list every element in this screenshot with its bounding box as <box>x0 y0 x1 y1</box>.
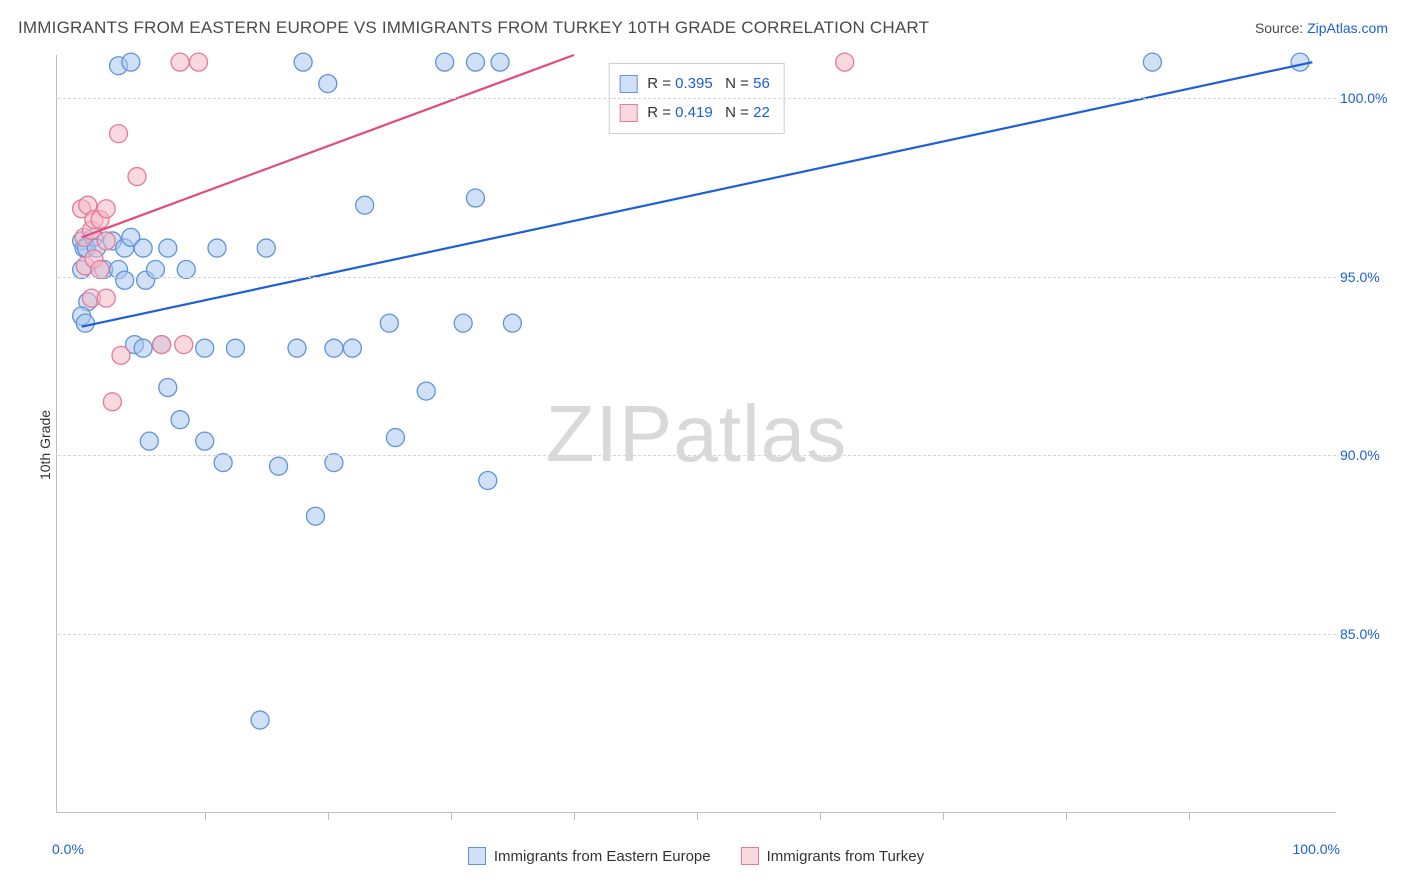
data-point-eastern_europe <box>417 382 435 400</box>
data-point-eastern_europe <box>140 432 158 450</box>
data-point-turkey <box>836 53 854 71</box>
stats-text: R = 0.419 N = 22 <box>647 99 770 128</box>
stats-row-eastern_europe: R = 0.395 N = 56 <box>619 70 770 99</box>
y-tick-label: 85.0% <box>1340 626 1386 642</box>
data-point-eastern_europe <box>1291 53 1309 71</box>
data-point-eastern_europe <box>208 239 226 257</box>
data-point-eastern_europe <box>134 239 152 257</box>
data-point-eastern_europe <box>171 411 189 429</box>
data-point-eastern_europe <box>251 711 269 729</box>
data-point-turkey <box>128 168 146 186</box>
x-tick <box>205 812 206 820</box>
source-link[interactable]: ZipAtlas.com <box>1307 20 1388 36</box>
stats-text: R = 0.395 N = 56 <box>647 70 770 99</box>
data-point-eastern_europe <box>76 314 94 332</box>
data-point-eastern_europe <box>257 239 275 257</box>
data-point-eastern_europe <box>386 429 404 447</box>
chart-title: IMMIGRANTS FROM EASTERN EUROPE VS IMMIGR… <box>18 18 929 38</box>
data-point-eastern_europe <box>380 314 398 332</box>
x-tick <box>1066 812 1067 820</box>
x-tick <box>328 812 329 820</box>
data-point-eastern_europe <box>294 53 312 71</box>
chart-header: IMMIGRANTS FROM EASTERN EUROPE VS IMMIGR… <box>18 18 1388 38</box>
data-point-eastern_europe <box>356 196 374 214</box>
data-point-turkey <box>110 125 128 143</box>
legend-label: Immigrants from Turkey <box>767 848 925 865</box>
data-point-eastern_europe <box>122 53 140 71</box>
stats-swatch <box>619 104 637 122</box>
x-tick <box>451 812 452 820</box>
data-point-eastern_europe <box>116 271 134 289</box>
data-point-eastern_europe <box>436 53 454 71</box>
data-point-eastern_europe <box>1143 53 1161 71</box>
x-tick <box>1189 812 1190 820</box>
chart-svg <box>57 55 1337 813</box>
y-tick-label: 100.0% <box>1340 90 1386 106</box>
data-point-turkey <box>112 346 130 364</box>
data-point-turkey <box>171 53 189 71</box>
data-point-turkey <box>175 336 193 354</box>
data-point-eastern_europe <box>288 339 306 357</box>
source-prefix: Source: <box>1255 20 1307 36</box>
y-tick-label: 95.0% <box>1340 269 1386 285</box>
data-point-eastern_europe <box>226 339 244 357</box>
data-point-turkey <box>97 200 115 218</box>
stats-row-turkey: R = 0.419 N = 22 <box>619 99 770 128</box>
data-point-eastern_europe <box>159 379 177 397</box>
data-point-eastern_europe <box>503 314 521 332</box>
data-point-eastern_europe <box>319 75 337 93</box>
y-grid-line <box>58 634 1336 635</box>
stats-swatch <box>619 75 637 93</box>
data-point-turkey <box>153 336 171 354</box>
legend-item-turkey: Immigrants from Turkey <box>741 847 925 865</box>
y-tick-label: 90.0% <box>1340 447 1386 463</box>
x-tick <box>574 812 575 820</box>
plot-wrapper: 10th Grade ZIPatlas R = 0.395 N = 56R = … <box>56 55 1376 835</box>
data-point-eastern_europe <box>196 339 214 357</box>
data-point-turkey <box>190 53 208 71</box>
data-point-eastern_europe <box>466 189 484 207</box>
data-point-eastern_europe <box>270 457 288 475</box>
y-axis-label: 10th Grade <box>37 410 53 480</box>
data-point-eastern_europe <box>466 53 484 71</box>
chart-source: Source: ZipAtlas.com <box>1255 20 1388 36</box>
y-grid-line <box>58 455 1336 456</box>
data-point-eastern_europe <box>159 239 177 257</box>
series-legend: Immigrants from Eastern Europe Immigrants… <box>56 847 1336 865</box>
data-point-eastern_europe <box>325 339 343 357</box>
y-grid-line <box>58 277 1336 278</box>
legend-swatch <box>468 847 486 865</box>
legend-swatch <box>741 847 759 865</box>
legend-item-eastern_europe: Immigrants from Eastern Europe <box>468 847 711 865</box>
data-point-eastern_europe <box>343 339 361 357</box>
data-point-eastern_europe <box>196 432 214 450</box>
data-point-eastern_europe <box>491 53 509 71</box>
x-tick <box>820 812 821 820</box>
data-point-eastern_europe <box>454 314 472 332</box>
x-tick <box>697 812 698 820</box>
data-point-turkey <box>103 393 121 411</box>
plot-area: ZIPatlas R = 0.395 N = 56R = 0.419 N = 2… <box>56 55 1336 813</box>
data-point-eastern_europe <box>134 339 152 357</box>
data-point-turkey <box>97 289 115 307</box>
data-point-eastern_europe <box>479 471 497 489</box>
data-point-eastern_europe <box>306 507 324 525</box>
data-point-turkey <box>97 232 115 250</box>
legend-label: Immigrants from Eastern Europe <box>494 848 711 865</box>
x-tick <box>943 812 944 820</box>
y-grid-line <box>58 98 1336 99</box>
